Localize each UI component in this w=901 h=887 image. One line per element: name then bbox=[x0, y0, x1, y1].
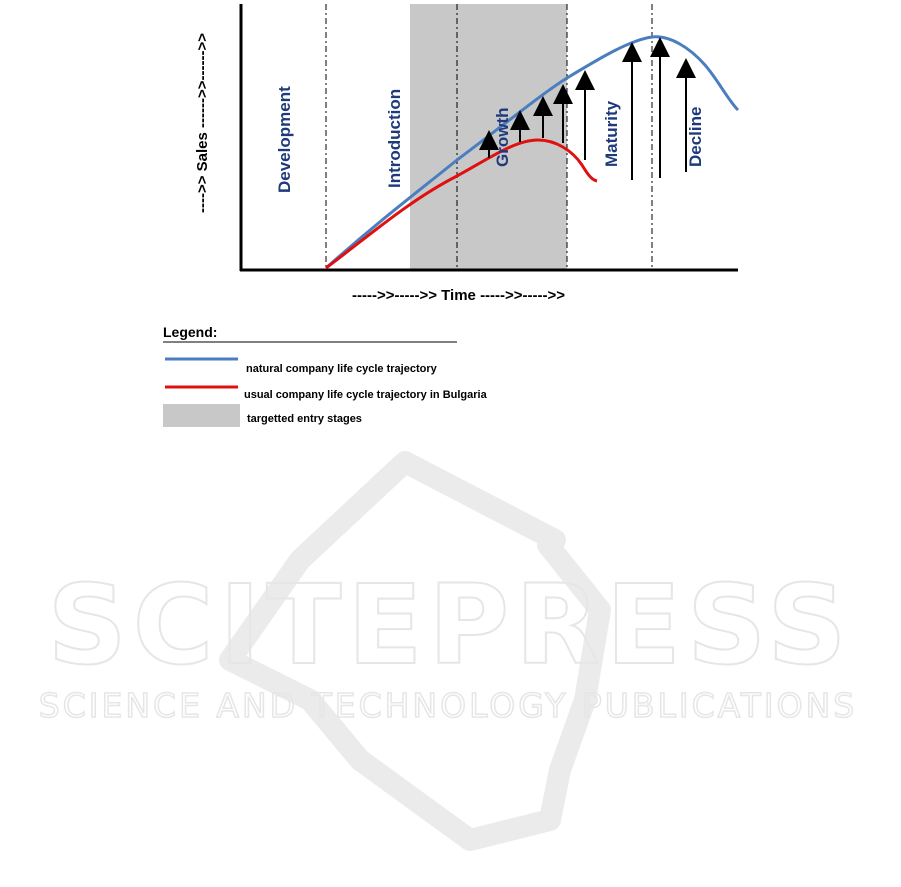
watermark: SCITEPRESS SCIENCE AND TECHNOLOGY PUBLIC… bbox=[38, 451, 857, 851]
natural-trajectory-curve bbox=[325, 35, 740, 270]
x-axis-label: ----->>----->> Time ----->>----->> bbox=[352, 287, 565, 304]
stage-label-development: Development bbox=[275, 86, 294, 193]
legend-swatch-entry-stages bbox=[163, 404, 240, 427]
legend-title: Legend: bbox=[163, 324, 217, 340]
bulgaria-trajectory-curve bbox=[325, 138, 598, 270]
stage-label-growth: Growth bbox=[493, 108, 512, 168]
legend-label-entry-stages: targetted entry stages bbox=[247, 413, 362, 425]
watermark-title: SCITEPRESS bbox=[47, 561, 852, 689]
y-axis-label: ---->> Sales ------>>------>> bbox=[194, 33, 211, 213]
growth-arrows bbox=[479, 37, 696, 180]
legend-label-natural: natural company life cycle trajectory bbox=[246, 363, 438, 375]
stage-label-introduction: Introduction bbox=[385, 89, 404, 188]
watermark-subtitle: SCIENCE AND TECHNOLOGY PUBLICATIONS bbox=[39, 686, 857, 725]
stage-label-decline: Decline bbox=[686, 107, 705, 167]
legend: Legend: natural company life cycle traje… bbox=[163, 324, 488, 427]
stage-label-maturity: Maturity bbox=[602, 100, 621, 167]
watermark-book-logo bbox=[219, 451, 611, 851]
legend-label-bulgaria: usual company life cycle trajectory in B… bbox=[244, 389, 488, 401]
